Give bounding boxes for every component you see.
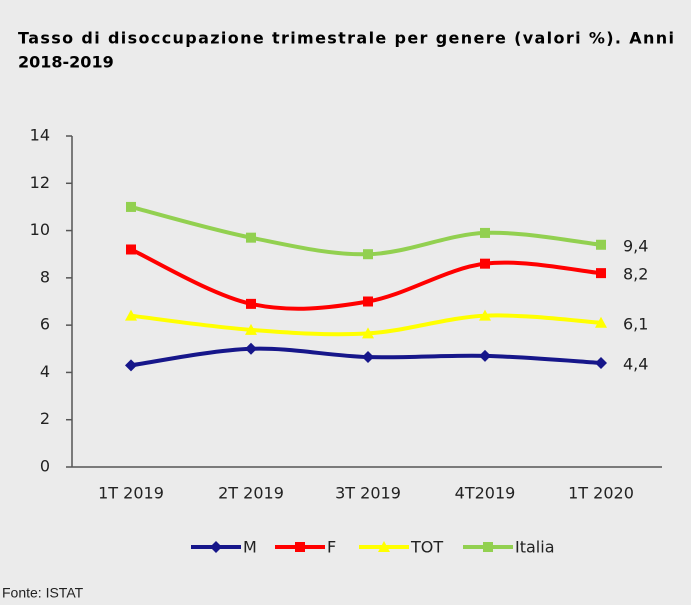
y-tick-label: 0 <box>40 457 50 476</box>
marker <box>295 542 305 552</box>
y-tick-label: 8 <box>40 267 50 286</box>
marker <box>245 323 257 335</box>
y-tick-label: 12 <box>30 173 50 192</box>
marker <box>362 351 374 364</box>
marker <box>246 298 256 309</box>
marker <box>595 356 607 369</box>
marker <box>126 244 136 255</box>
x-tick-label: 1T 2020 <box>568 484 634 503</box>
source: Fonte: ISTAT <box>2 585 84 601</box>
marker <box>479 349 491 362</box>
marker <box>596 239 606 250</box>
marker <box>363 296 373 307</box>
marker <box>125 359 137 372</box>
data-label: 8,2 <box>623 265 648 284</box>
marker <box>362 327 374 339</box>
data-label: 9,4 <box>623 236 648 255</box>
marker <box>126 201 136 212</box>
chart-title: 2018-2019 <box>18 53 114 72</box>
legend-label: TOT <box>410 538 443 557</box>
legend-label: F <box>327 538 336 557</box>
y-tick-label: 14 <box>30 126 50 145</box>
legend-label: M <box>243 538 257 557</box>
y-tick-label: 2 <box>40 409 50 428</box>
marker <box>378 541 390 552</box>
y-tick-label: 6 <box>40 315 50 334</box>
x-tick-label: 1T 2019 <box>98 484 164 503</box>
x-tick-label: 2T 2019 <box>218 484 284 503</box>
marker <box>596 268 606 279</box>
x-tick-label: 3T 2019 <box>335 484 401 503</box>
marker <box>480 258 490 269</box>
marker <box>246 232 256 243</box>
marker <box>480 227 490 238</box>
marker <box>483 542 493 552</box>
x-tick-label: 4T2019 <box>455 484 516 503</box>
legend-label: Italia <box>515 538 555 557</box>
y-tick-label: 4 <box>40 362 50 381</box>
y-tick-label: 10 <box>30 220 50 239</box>
data-label: 6,1 <box>623 314 648 333</box>
marker <box>245 342 257 355</box>
marker <box>479 309 491 321</box>
data-label: 4,4 <box>623 354 648 373</box>
marker <box>595 316 607 328</box>
marker <box>125 309 137 321</box>
marker <box>210 541 222 553</box>
marker <box>363 249 373 260</box>
